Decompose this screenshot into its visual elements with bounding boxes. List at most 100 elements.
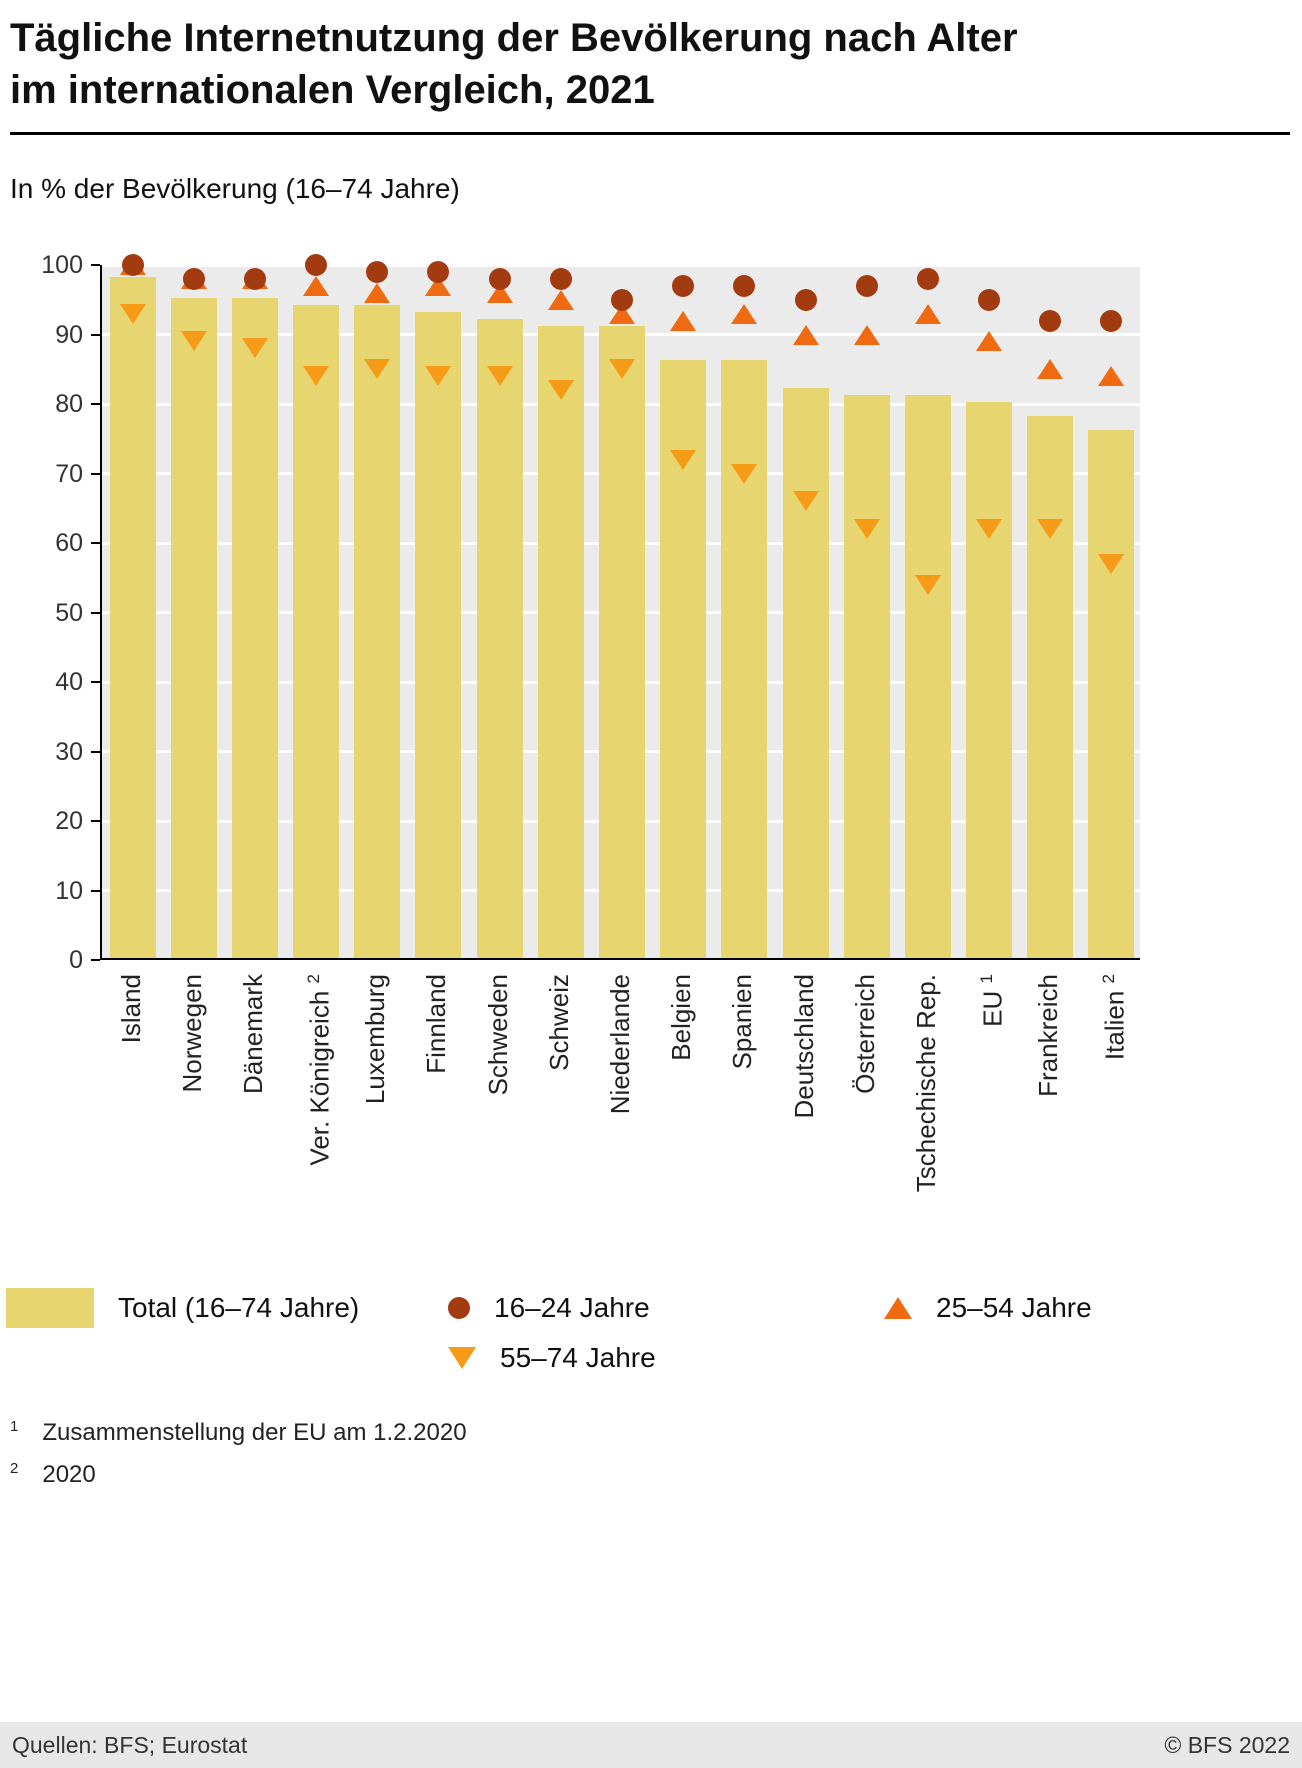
y-tick-label-20: 20 xyxy=(55,807,83,835)
marker-55-74-d-nemark xyxy=(241,338,268,359)
marker-16-24-italien xyxy=(1100,309,1123,332)
x-label-schweiz: Schweiz xyxy=(543,974,574,1071)
footnotes: 1 Zusammenstellung der EU am 1.2.2020 2 20… xyxy=(10,1418,1290,1489)
legend-item-16-24: 16–24 Jahre xyxy=(438,1292,876,1324)
title-line-2: im internationalen Vergleich, 2021 xyxy=(10,68,655,112)
y-tick-label-30: 30 xyxy=(55,737,83,766)
x-label-schweden: Schweden xyxy=(482,974,513,1096)
x-label-sup-italien: 2 xyxy=(1099,974,1119,984)
y-tick-mark-90 xyxy=(91,333,100,336)
marker-55-74-italien xyxy=(1098,553,1125,574)
marker-16-24-d-nemark xyxy=(243,267,266,290)
marker-55-74-island xyxy=(119,303,146,324)
title-line-1: Tägliche Internetnutzung der Bevölkerung… xyxy=(10,16,1018,60)
y-tick-mark-50 xyxy=(91,611,100,614)
legend-label-55-74: 55–74 Jahre xyxy=(500,1342,656,1373)
x-label-luxemburg: Luxemburg xyxy=(360,974,391,1105)
bar-norwegen xyxy=(170,297,217,958)
footer: Quellen: BFS; Eurostat © BFS 2022 xyxy=(0,1722,1302,1768)
legend-label-16-24: 16–24 Jahre xyxy=(494,1292,650,1323)
bar-tschechische-rep xyxy=(904,395,951,958)
legend-label-25-54: 25–54 Jahre xyxy=(936,1292,1092,1323)
gridline-100 xyxy=(102,263,1140,267)
legend-marker-25-54-triangle-up-icon xyxy=(884,1297,912,1319)
marker-55-74-frankreich xyxy=(1037,519,1064,540)
y-tick-label-100: 100 xyxy=(41,251,83,279)
marker-25-54-schweiz xyxy=(547,289,574,310)
y-tick-mark-40 xyxy=(91,681,100,683)
footnote-2-text: 2020 xyxy=(42,1461,96,1488)
y-tick-label-50: 50 xyxy=(55,598,83,627)
bar-ver-k-nigreich xyxy=(293,304,340,958)
x-label-deutschland: Deutschland xyxy=(788,974,819,1119)
marker-16-24-norwegen xyxy=(182,267,205,290)
legend: Total (16–74 Jahre) 16–24 Jahre 25–54 Ja… xyxy=(6,1288,1290,1374)
x-label-finnland: Finnland xyxy=(421,974,452,1074)
x-label-sup-ver-k-nigreich: 2 xyxy=(304,974,324,984)
marker-55-74-sterreich xyxy=(853,519,880,540)
x-label-d-nemark: Dänemark xyxy=(237,974,268,1094)
marker-16-24-sterreich xyxy=(855,274,878,297)
marker-25-54-italien xyxy=(1098,366,1125,387)
y-tick-label-40: 40 xyxy=(55,668,83,696)
y-tick-mark-10 xyxy=(91,889,100,892)
x-label-ver-k-nigreich: Ver. Königreich 2 xyxy=(304,974,335,1166)
copyright-text: © BFS 2022 xyxy=(1164,1731,1290,1758)
marker-55-74-eu xyxy=(976,519,1003,540)
marker-55-74-deutschland xyxy=(792,491,819,512)
x-label-tschechische-rep: Tschechische Rep. xyxy=(910,974,941,1193)
footnote-2-marker: 2 xyxy=(10,1460,19,1477)
y-tick-mark-0 xyxy=(91,959,100,961)
footnote-1-text: Zusammenstellung der EU am 1.2.2020 xyxy=(42,1419,467,1446)
marker-25-54-spanien xyxy=(731,303,758,324)
x-label-belgien: Belgien xyxy=(666,974,697,1061)
marker-16-24-spanien xyxy=(733,274,756,297)
footnote-2: 2 2020 xyxy=(10,1460,1290,1489)
marker-55-74-luxemburg xyxy=(364,359,391,380)
source-text: Quellen: BFS; Eurostat xyxy=(12,1731,248,1758)
marker-16-24-tschechische-rep xyxy=(916,267,939,290)
bar-island xyxy=(109,276,156,958)
marker-16-24-eu xyxy=(978,288,1001,311)
bar-deutschland xyxy=(782,388,829,958)
marker-55-74-niederlande xyxy=(609,359,635,380)
y-tick-mark-30 xyxy=(91,750,100,753)
y-tick-mark-20 xyxy=(91,820,100,822)
title-rule xyxy=(10,132,1290,135)
y-tick-label-80: 80 xyxy=(55,390,83,418)
marker-55-74-ver-k-nigreich xyxy=(303,366,330,387)
plot-area xyxy=(100,254,1140,960)
legend-item-55-74: 55–74 Jahre xyxy=(438,1342,876,1374)
y-tick-label-70: 70 xyxy=(55,459,83,488)
header: Tägliche Internetnutzung der Bevölkerung… xyxy=(0,0,1302,205)
marker-25-54-tschechische-rep xyxy=(914,303,941,324)
x-label-italien: Italien 2 xyxy=(1099,974,1131,1061)
page-title: Tägliche Internetnutzung der Bevölkerung… xyxy=(10,12,1290,116)
marker-16-24-frankreich xyxy=(1039,309,1062,332)
marker-16-24-belgien xyxy=(672,274,695,297)
marker-25-54-deutschland xyxy=(792,324,819,345)
bar-spanien xyxy=(721,360,768,958)
marker-16-24-niederlande xyxy=(611,288,633,311)
legend-swatch-total xyxy=(6,1288,94,1328)
marker-55-74-tschechische-rep xyxy=(914,574,941,595)
bar-frankreich xyxy=(1027,415,1074,958)
bar-d-nemark xyxy=(231,297,278,958)
legend-label-total: Total (16–74 Jahre) xyxy=(118,1292,360,1323)
bar-schweiz xyxy=(537,325,584,958)
marker-16-24-deutschland xyxy=(794,288,817,311)
marker-55-74-schweiz xyxy=(547,380,574,401)
chart-unit-label: In % der Bevölkerung (16–74 Jahre) xyxy=(10,173,460,204)
legend-marker-55-74-triangle-down-icon xyxy=(448,1347,476,1369)
marker-16-24-finnland xyxy=(427,260,450,283)
x-label-frankreich: Frankreich xyxy=(1033,974,1064,1097)
marker-25-54-sterreich xyxy=(853,324,880,345)
chart-area: 0 10 20 30 40 50 60 70 80 90 100 xyxy=(0,251,1302,974)
bar-sterreich xyxy=(843,395,890,958)
x-label-niederlande: Niederlande xyxy=(605,974,635,1115)
marker-55-74-schweden xyxy=(486,366,513,387)
y-tick-mark-60 xyxy=(91,542,100,544)
marker-16-24-island xyxy=(121,254,144,276)
footnote-1: 1 Zusammenstellung der EU am 1.2.2020 xyxy=(10,1418,1290,1447)
